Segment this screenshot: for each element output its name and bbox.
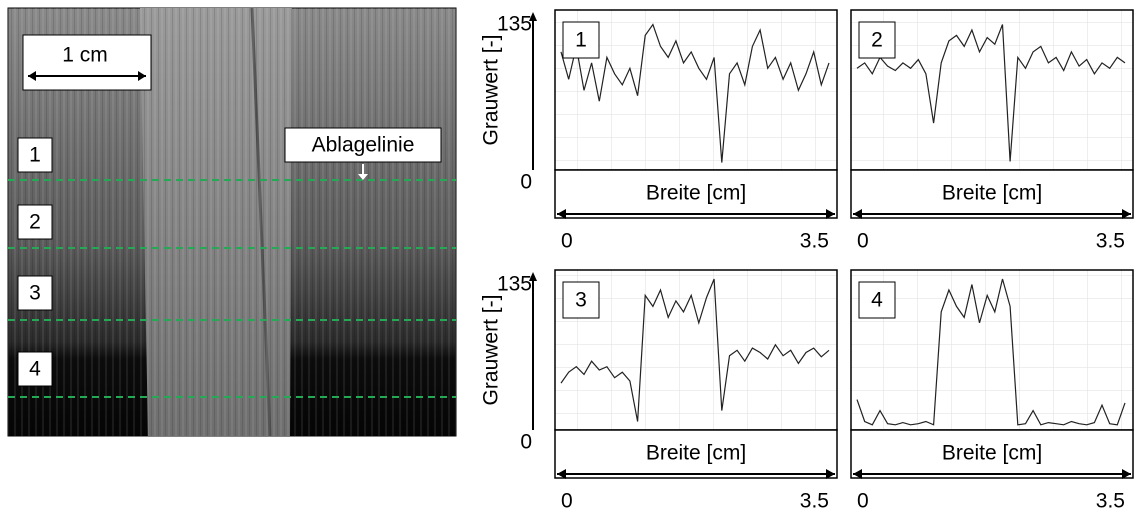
data-line [856, 24, 1126, 162]
region-label: 1 [29, 144, 41, 167]
x-axis-label: Breite [cm] [646, 182, 746, 205]
line-label: Ablagelinie [312, 134, 415, 157]
x-tick-label: 0 [857, 230, 869, 253]
region-label: 3 [29, 282, 41, 305]
panel-label-box [562, 21, 600, 59]
data-line [856, 278, 1126, 426]
x-tick-label: 0 [561, 230, 573, 253]
x-tick-label: 3.5 [800, 230, 829, 253]
plot-area [554, 269, 838, 431]
arrow-head [529, 12, 537, 21]
x-axis-label: Breite [cm] [942, 182, 1042, 205]
x-axis-label: Breite [cm] [646, 442, 746, 465]
x-tick-label: 3.5 [1096, 490, 1125, 509]
x-label-box [554, 429, 838, 479]
y-tick-label: 0 [520, 431, 532, 454]
panel-label: 3 [575, 289, 587, 312]
x-tick-label: 0 [857, 490, 869, 509]
panel-label: 2 [871, 29, 883, 52]
x-label-box [850, 429, 1134, 479]
scale-label: 1 cm [62, 44, 108, 67]
region-label: 4 [29, 358, 41, 381]
panel-label-box [562, 281, 600, 319]
panel-label-box [858, 21, 896, 59]
plot-area [850, 269, 1134, 431]
x-label-box [554, 169, 838, 219]
y-axis-label: Grauwert [-] [480, 35, 503, 146]
x-axis-label: Breite [cm] [942, 442, 1042, 465]
x-tick-label: 3.5 [800, 490, 829, 509]
y-tick-label: 135 [497, 273, 532, 296]
data-line [560, 278, 830, 422]
y-tick-label: 0 [520, 171, 532, 194]
panel-label: 1 [575, 29, 587, 52]
panel-label: 4 [871, 289, 883, 312]
panel-label-box [858, 281, 896, 319]
plot-area [850, 9, 1134, 171]
x-tick-label: 0 [561, 490, 573, 509]
y-axis-label: Grauwert [-] [480, 295, 503, 406]
data-line [560, 23, 830, 163]
region-label: 2 [29, 211, 41, 234]
x-tick-label: 3.5 [1096, 230, 1125, 253]
photo: 1 cm Ablagelinie 1 2 3 4 [7, 7, 457, 437]
arrow-head [529, 272, 537, 281]
x-label-box [850, 169, 1134, 219]
y-tick-label: 135 [497, 13, 532, 36]
